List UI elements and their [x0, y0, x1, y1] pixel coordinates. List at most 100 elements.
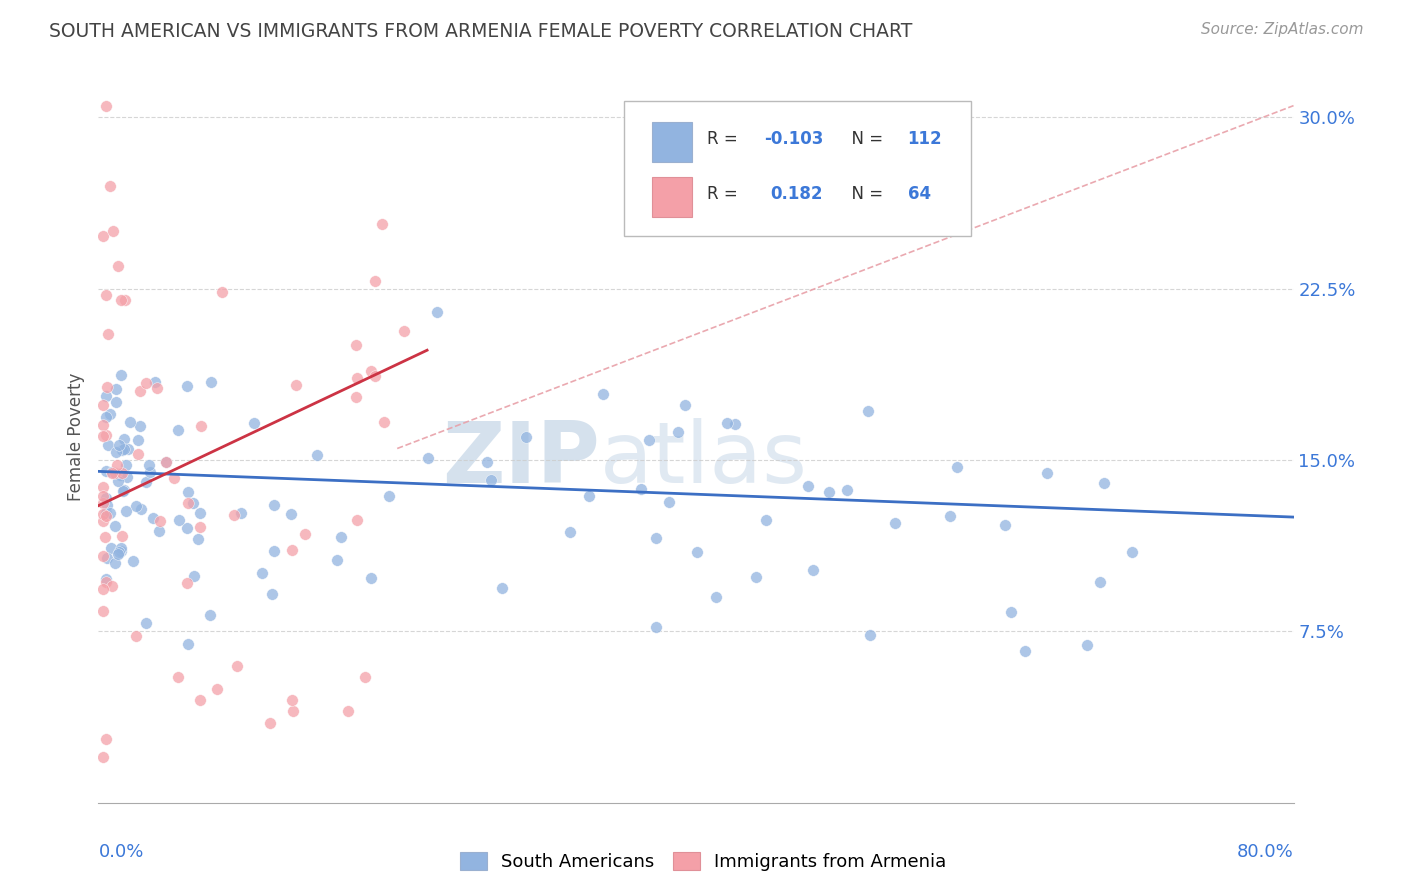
Point: [94, 288, 117, 302]
Point: [127, 447, 149, 461]
Point: [101, 466, 124, 480]
Point: [108, 467, 131, 482]
Point: [263, 498, 285, 512]
Point: [360, 571, 382, 585]
Point: [115, 458, 138, 472]
Point: [371, 218, 394, 232]
Point: [281, 705, 304, 719]
Point: [128, 419, 150, 434]
Point: [96, 498, 118, 512]
Point: [91, 398, 114, 412]
Point: [630, 482, 652, 496]
Point: [578, 489, 600, 503]
Text: R =: R =: [707, 185, 748, 202]
Point: [96, 508, 118, 523]
Text: N =: N =: [841, 130, 889, 148]
Point: [98, 407, 121, 421]
Point: [673, 398, 696, 412]
Point: [149, 514, 172, 528]
Text: 0.0%: 0.0%: [98, 843, 143, 861]
Point: [177, 496, 200, 510]
Point: [745, 570, 768, 584]
Text: Source: ZipAtlas.com: Source: ZipAtlas.com: [1201, 22, 1364, 37]
Point: [177, 485, 200, 500]
Point: [94, 574, 117, 589]
Point: [91, 582, 114, 596]
Point: [939, 509, 962, 524]
Legend: South Americans, Immigrants from Armenia: South Americans, Immigrants from Armenia: [453, 845, 953, 879]
Point: [155, 455, 177, 469]
Point: [135, 376, 157, 390]
Point: [110, 543, 132, 558]
Point: [1076, 638, 1098, 652]
Point: [638, 433, 661, 447]
Point: [94, 464, 117, 478]
Point: [110, 541, 132, 555]
Point: [121, 554, 143, 568]
Point: [103, 224, 125, 238]
Point: [91, 229, 114, 244]
Point: [724, 417, 747, 431]
Text: 64: 64: [907, 185, 931, 202]
Point: [200, 375, 222, 389]
Point: [789, 190, 811, 204]
Point: [475, 455, 498, 469]
Point: [479, 474, 502, 488]
Point: [110, 293, 132, 307]
Point: [1092, 475, 1115, 490]
Point: [91, 496, 114, 510]
Point: [187, 533, 209, 547]
Text: 0.182: 0.182: [770, 185, 823, 202]
Point: [176, 576, 198, 591]
Point: [128, 384, 150, 398]
Point: [163, 471, 186, 485]
FancyBboxPatch shape: [624, 101, 972, 235]
Point: [706, 590, 728, 604]
Point: [188, 520, 211, 534]
Point: [143, 375, 166, 389]
Point: [107, 474, 129, 488]
Point: [104, 466, 127, 480]
Point: [205, 681, 228, 696]
Point: [104, 395, 127, 409]
Point: [835, 483, 858, 497]
Point: [346, 371, 368, 385]
Point: [644, 532, 666, 546]
Point: [167, 423, 190, 437]
FancyBboxPatch shape: [652, 121, 692, 161]
Point: [946, 459, 969, 474]
Text: atlas: atlas: [600, 417, 808, 500]
Point: [94, 530, 117, 544]
Point: [337, 705, 360, 719]
Text: -0.103: -0.103: [763, 130, 824, 148]
Text: N =: N =: [841, 185, 889, 202]
Point: [285, 378, 308, 392]
Point: [176, 521, 198, 535]
Text: 112: 112: [907, 130, 942, 148]
FancyBboxPatch shape: [652, 177, 692, 217]
Point: [100, 541, 122, 556]
Point: [112, 432, 135, 446]
Point: [91, 489, 114, 503]
Point: [418, 451, 440, 466]
Point: [859, 628, 882, 642]
Point: [1000, 605, 1022, 619]
Point: [117, 470, 139, 484]
Point: [1036, 466, 1059, 480]
Point: [1088, 575, 1111, 590]
Point: [263, 544, 285, 558]
Point: [91, 429, 114, 443]
Point: [112, 442, 135, 456]
Point: [91, 750, 114, 764]
Point: [378, 489, 401, 503]
Point: [225, 658, 247, 673]
Text: R =: R =: [707, 130, 742, 148]
Point: [281, 542, 304, 557]
Point: [142, 511, 165, 525]
Point: [96, 550, 118, 565]
Point: [114, 293, 136, 307]
Point: [94, 389, 117, 403]
Point: [818, 484, 841, 499]
Point: [129, 501, 152, 516]
Point: [91, 514, 114, 528]
